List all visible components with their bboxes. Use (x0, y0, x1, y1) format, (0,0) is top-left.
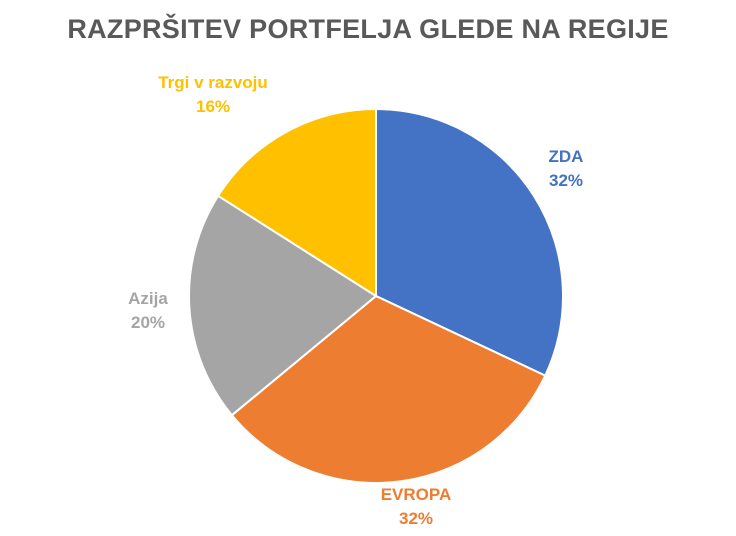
slice-value-label-zda: 32% (549, 171, 583, 190)
slice-label-trgi-v-razvoju: Trgi v razvoju (158, 73, 268, 92)
slice-label-zda: ZDA (549, 147, 584, 166)
slice-value-label-evropa: 32% (399, 509, 433, 528)
slice-value-label-trgi-v-razvoju: 16% (196, 97, 230, 116)
pie-slice-evropa (230, 294, 547, 484)
pie-slice-zda (375, 107, 564, 377)
pie-slice-azija (188, 194, 378, 417)
chart-title: RAZPRŠITEV PORTFELJA GLEDE NA REGIJE (67, 14, 669, 44)
slice-label-azija: Azija (128, 289, 168, 308)
slice-value-label-azija: 20% (131, 313, 165, 332)
slice-label-evropa: EVROPA (381, 485, 452, 504)
pie-slice-trgi-v-razvoju (216, 107, 377, 298)
